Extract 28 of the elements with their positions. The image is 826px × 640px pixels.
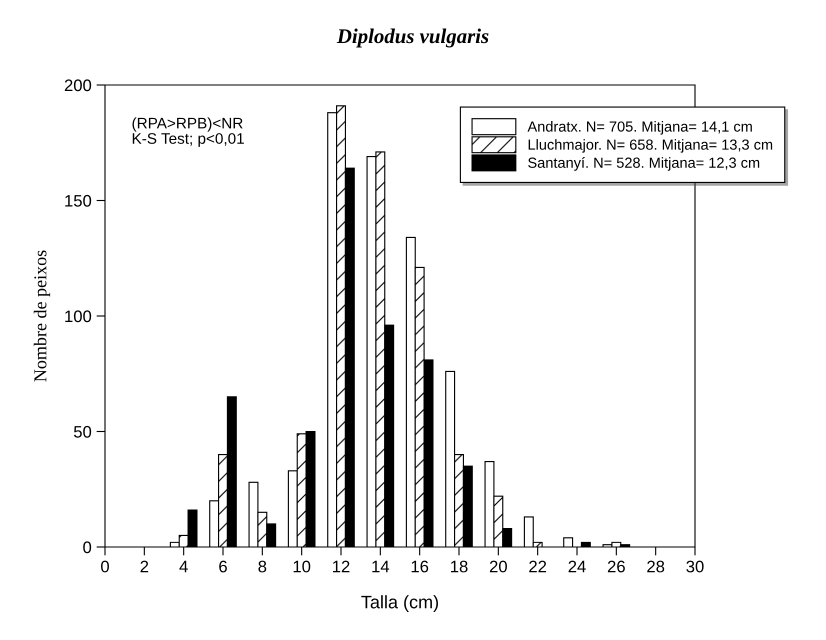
x-tick-label: 24 [568, 560, 586, 572]
x-tick-label: 12 [333, 560, 350, 572]
legend-label: Lluchmajor. N= 658. Mitjana= 13,3 cm [528, 139, 772, 153]
annotation: (RPA>RPB)<NR K-S Test; p<0,01 [132, 117, 244, 147]
x-tick-label: 18 [451, 560, 468, 572]
x-tick-label: 6 [219, 560, 227, 572]
y-tick-label: 150 [65, 194, 92, 207]
x-tick-label: 2 [140, 560, 148, 572]
x-tick-label: 14 [372, 560, 390, 572]
x-tick-label: 16 [412, 560, 428, 572]
legend-label: Santanyí. N= 528. Mitjana= 12,3 cm [528, 157, 760, 171]
x-tick-label: 20 [490, 560, 507, 572]
x-tick-label: 26 [608, 560, 625, 572]
y-tick-label: 50 [74, 426, 92, 438]
legend-label: Andratx. N= 705. Mitjana= 14,1 cm [528, 121, 752, 135]
x-tick-label: 10 [294, 560, 310, 572]
x-tick-label: 4 [179, 560, 188, 572]
y-axis-title: Nombre de peixos [34, 250, 50, 382]
y-tick-label: 100 [65, 310, 92, 322]
x-tick-label: 28 [647, 560, 664, 572]
x-tick-label: 8 [258, 560, 266, 572]
y-tick-label: 200 [64, 79, 92, 92]
x-axis-title: Talla (cm) [361, 595, 438, 612]
x-tick-label: 0 [101, 560, 109, 572]
chart-title: Diplodus vulgaris [336, 28, 488, 48]
y-tick-label: 0 [83, 541, 92, 554]
x-tick-label: 22 [529, 560, 546, 572]
x-tick-label: 30 [686, 560, 704, 572]
